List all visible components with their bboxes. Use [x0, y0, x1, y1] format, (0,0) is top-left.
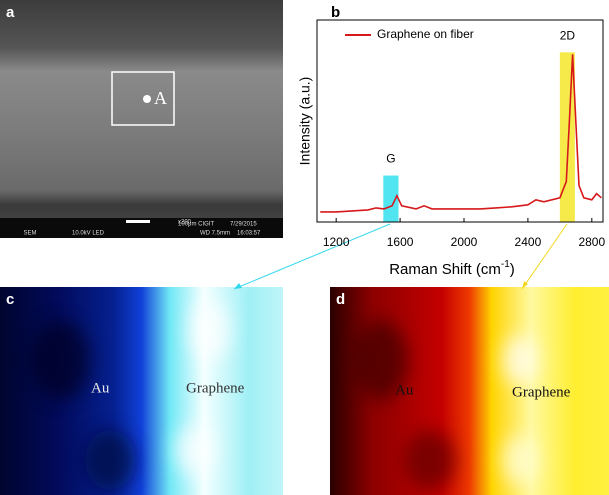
- x-axis-label-part: -1: [501, 259, 510, 270]
- x-tick-label: 1200: [323, 235, 350, 249]
- scale-bar: [126, 220, 150, 223]
- arrow: [233, 223, 391, 290]
- region-label: Graphene: [512, 384, 571, 400]
- panel-label: a: [6, 4, 15, 21]
- arrow-head: [522, 281, 528, 289]
- info-text: 16:03:57: [237, 231, 261, 237]
- peak-label: 2D: [560, 28, 576, 42]
- info-bar: [0, 218, 283, 238]
- x-tick-label: 2800: [578, 235, 605, 249]
- info-text: 10.0kV LED: [72, 231, 105, 237]
- series-line: [320, 54, 602, 213]
- region-label: Graphene: [186, 380, 245, 396]
- x-tick-label: 1600: [387, 235, 414, 249]
- x-axis-label: Raman Shift (cm-1): [389, 259, 515, 278]
- highlight: [383, 175, 399, 222]
- x-axis-label-part: Raman Shift (cm: [389, 261, 501, 278]
- region-label: Au: [395, 382, 414, 398]
- peak-label: G: [386, 152, 395, 166]
- y-axis-label: Intensity (a.u.): [297, 77, 313, 166]
- panel-label: c: [6, 291, 14, 308]
- point-a: [143, 95, 151, 103]
- info-text: x200: [178, 220, 192, 226]
- chart: G 2D Graphene on fiber 1200 1600 2000 2400 2800…: [297, 19, 605, 278]
- plot-frame: [316, 19, 604, 223]
- info-text: WD 7.5mm: [200, 231, 230, 237]
- info-text: 7/29/2015: [230, 222, 257, 228]
- panel-label: b: [331, 4, 340, 21]
- legend-label: Graphene on fiber: [377, 27, 474, 41]
- info-text: 100μm CIGIT: [178, 222, 214, 228]
- sem-image: [0, 0, 283, 238]
- x-tick-label: 2400: [515, 235, 542, 249]
- arrow: [521, 223, 568, 290]
- arrow-head: [234, 283, 242, 289]
- point-label: A: [154, 88, 167, 108]
- region-box: [111, 71, 175, 126]
- region-label: Au: [91, 380, 110, 396]
- x-axis-label-part: ): [510, 261, 515, 278]
- x-tick-label: 2000: [451, 235, 478, 249]
- highlight: [559, 52, 575, 222]
- info-text: SEM: [23, 231, 36, 237]
- panel-label: d: [336, 291, 345, 308]
